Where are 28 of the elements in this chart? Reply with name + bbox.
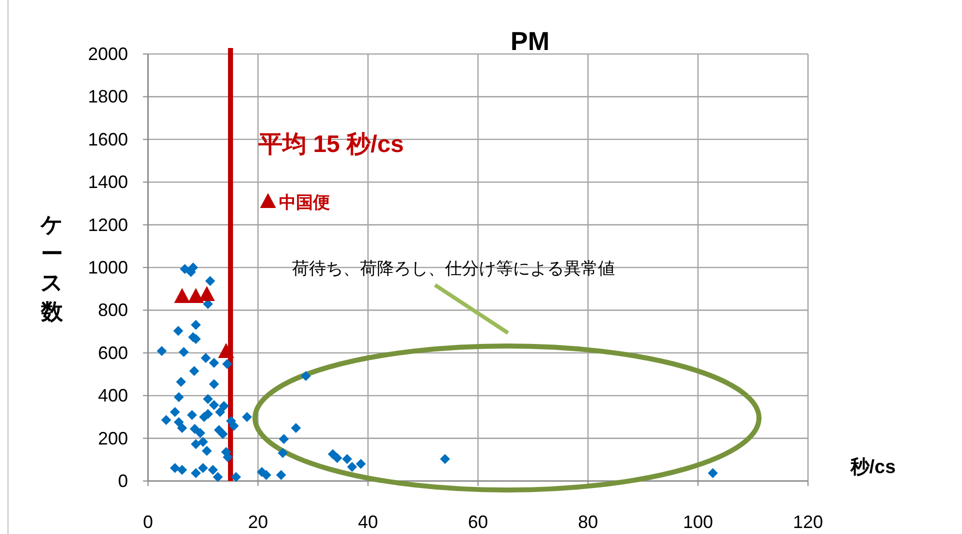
y-tick-label: 1600 bbox=[88, 129, 128, 150]
x-tick-label: 40 bbox=[358, 512, 378, 532]
x-tick-label: 80 bbox=[578, 512, 598, 532]
x-tick-label: 100 bbox=[682, 512, 714, 532]
x-axis-title: 秒/cs bbox=[849, 457, 896, 478]
y-tick-label: 200 bbox=[98, 428, 128, 448]
x-tick-label: 20 bbox=[248, 512, 268, 532]
x-tick-label: 60 bbox=[468, 512, 488, 532]
annotation: 荷待ち、荷降ろし、仕分け等による異常値 bbox=[292, 259, 615, 278]
point bbox=[188, 288, 204, 303]
point bbox=[198, 286, 215, 302]
point bbox=[218, 343, 234, 358]
x-tick-label: 0 bbox=[142, 512, 154, 532]
ref-line-label: 平均 15 秒/cs bbox=[258, 131, 404, 158]
y-tick-label: 1800 bbox=[88, 86, 128, 107]
y-tick-label: 1400 bbox=[88, 172, 128, 192]
y-tick-label: 600 bbox=[98, 342, 128, 363]
point bbox=[174, 288, 190, 303]
y-axis-title: ケース数 bbox=[40, 212, 64, 324]
y-tick-label: 0 bbox=[118, 471, 128, 491]
y-tick-label: 1000 bbox=[88, 258, 128, 278]
y-tick-label: 1200 bbox=[88, 214, 128, 235]
y-tick-label: 800 bbox=[98, 300, 128, 320]
x-tick-label: 120 bbox=[792, 512, 824, 532]
chart-title: PM bbox=[510, 26, 550, 56]
y-tick-label: 400 bbox=[98, 386, 128, 406]
y-tick-label: 2000 bbox=[88, 44, 128, 64]
legend-label: 中国便 bbox=[279, 193, 330, 212]
